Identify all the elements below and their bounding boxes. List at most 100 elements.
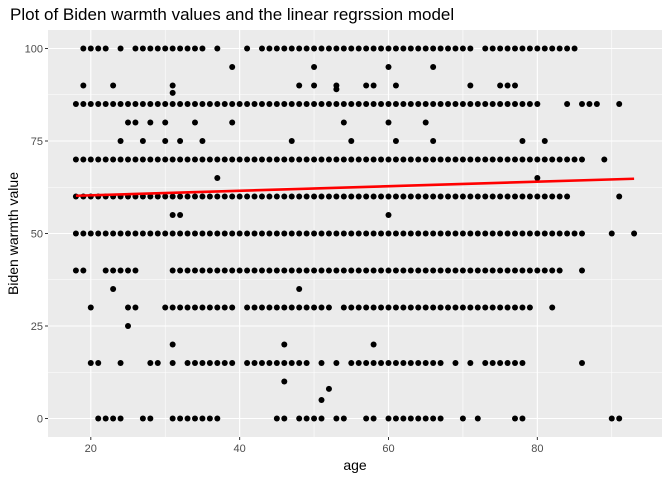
data-point [534,267,541,274]
data-point [385,360,392,366]
data-point [407,230,414,237]
data-point [311,415,318,422]
data-point [415,267,422,274]
data-point [303,230,310,237]
data-point [325,193,332,200]
data-point [474,156,481,163]
data-point [407,45,414,52]
data-point [318,101,325,107]
data-point [87,101,94,107]
data-point [154,156,161,163]
data-point [430,156,437,163]
data-point [296,304,303,311]
data-point [318,360,325,366]
data-point [333,415,340,422]
data-point [437,360,444,366]
data-point [281,45,288,52]
data-point [273,360,280,366]
data-point [102,45,109,52]
data-point [422,193,429,200]
data-point [385,64,392,70]
data-point [392,101,399,107]
data-point [288,267,295,274]
data-point [199,360,206,366]
data-point [110,156,117,163]
data-point [355,360,362,366]
data-point [355,156,362,163]
data-point [125,119,132,126]
data-point [422,230,429,237]
data-point [244,156,251,163]
data-point [303,267,310,274]
data-point [139,230,146,237]
data-point [534,101,541,107]
data-point [467,101,474,107]
data-point [244,101,251,107]
x-axis-title: age [343,457,367,473]
data-point [430,230,437,237]
data-point [556,267,563,274]
data-point [177,193,184,200]
data-point [519,138,526,144]
data-point [318,156,325,163]
data-point [363,360,370,366]
data-point [497,156,504,163]
data-point [348,45,355,52]
data-point [534,230,541,237]
data-point [281,193,288,200]
data-point [333,230,340,237]
data-point [370,193,377,200]
data-point [154,45,161,52]
data-point [437,304,444,311]
data-point [80,101,87,107]
data-point [512,304,519,311]
data-point [236,267,243,274]
data-point [430,101,437,107]
data-point [437,415,444,422]
data-point [445,304,452,311]
data-point [258,45,265,52]
data-point [392,304,399,311]
data-point [526,45,533,52]
data-point [474,193,481,200]
x-tick-label: 60 [382,443,394,455]
data-point [467,267,474,274]
data-point [199,304,206,311]
data-point [497,230,504,237]
data-point [378,45,385,52]
data-point [147,415,154,422]
data-point [87,156,94,163]
data-point [459,45,466,52]
data-point [244,360,251,366]
data-point [251,156,258,163]
data-point [519,156,526,163]
data-point [147,230,154,237]
data-point [132,304,139,311]
data-point [400,267,407,274]
data-point [102,267,109,274]
data-point [422,304,429,311]
data-point [236,230,243,237]
data-point [177,212,184,218]
data-point [512,230,519,237]
x-tick-label: 40 [234,443,246,455]
data-point [631,230,638,237]
data-point [564,45,571,52]
data-point [370,341,377,348]
data-point [363,101,370,107]
data-point [541,267,548,274]
data-point [162,230,169,237]
data-point [199,156,206,163]
data-point [459,230,466,237]
data-point [281,341,288,348]
data-point [452,267,459,274]
data-point [258,230,265,237]
data-point [601,156,608,163]
data-point [422,415,429,422]
data-point [400,101,407,107]
data-point [333,82,340,89]
data-point [340,156,347,163]
data-point [169,341,176,348]
data-point [497,193,504,200]
